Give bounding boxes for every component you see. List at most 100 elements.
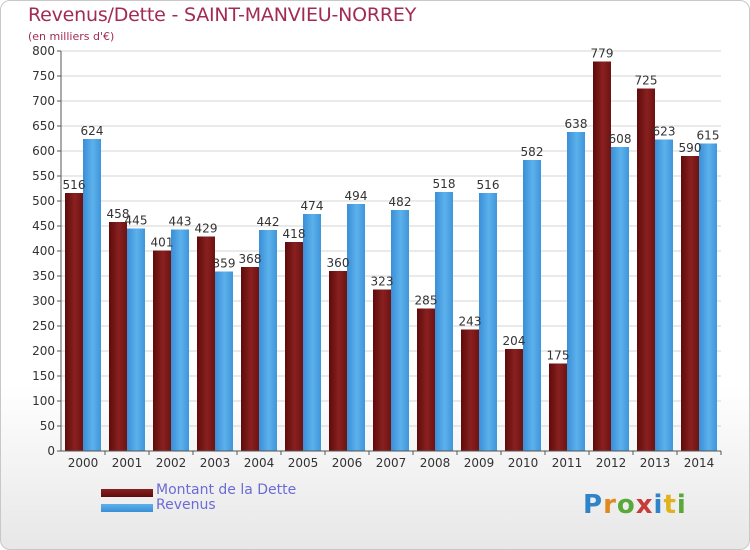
bar-revenus-2001 [127,228,145,451]
data-label-dette-2001: 458 [107,207,130,221]
bar-dette-2008 [417,308,435,451]
bars-layer [65,61,717,451]
data-label-dette-2003: 429 [195,222,218,236]
y-tick-label-700: 700 [32,94,55,108]
data-label-revenus-2001: 445 [125,214,148,228]
data-label-revenus-2000: 624 [81,124,104,138]
y-tick-label-800: 800 [32,44,55,58]
bar-dette-2013 [637,88,655,451]
x-tick-label-2007: 2007 [376,456,407,470]
bar-revenus-2010 [523,160,541,451]
bar-revenus-2004 [259,230,277,451]
data-label-dette-2008: 285 [415,294,438,308]
axis-layer [57,50,722,455]
data-label-revenus-2003: 359 [213,257,236,271]
logo-letter: t [663,490,677,520]
y-tick-label-0: 0 [47,444,55,458]
bar-dette-2000 [65,193,83,451]
bar-revenus-2005 [303,214,321,451]
bar-dette-2006 [329,271,347,451]
bar-dette-2004 [241,267,259,451]
data-label-revenus-2010: 582 [521,145,544,159]
x-tick-label-2011: 2011 [552,456,583,470]
bar-dette-2012 [593,61,611,451]
logo-letter: i [653,490,664,520]
y-tick-label-500: 500 [32,194,55,208]
y-tick-label-600: 600 [32,144,55,158]
x-tick-label-2014: 2014 [684,456,715,470]
data-label-revenus-2014: 615 [697,129,720,143]
bar-revenus-2006 [347,204,365,451]
legend-swatch-dette [101,489,153,497]
data-label-dette-2014: 590 [679,141,702,155]
x-tick-label-2002: 2002 [156,456,187,470]
y-tick-label-300: 300 [32,294,55,308]
data-label-dette-2004: 368 [239,252,262,266]
bar-revenus-2003 [215,271,233,451]
x-tick-label-2006: 2006 [332,456,363,470]
bar-revenus-2012 [611,147,629,451]
data-label-revenus-2013: 623 [653,125,676,139]
bar-revenus-2007 [391,210,409,451]
x-tick-label-2004: 2004 [244,456,275,470]
legend-label-dette: Montant de la Dette [156,482,297,498]
bar-dette-2002 [153,250,171,451]
data-label-revenus-2004: 442 [257,215,280,229]
data-label-revenus-2006: 494 [345,189,368,203]
bar-dette-2005 [285,242,303,451]
y-tick-label-450: 450 [32,219,55,233]
logo-letter: o [616,490,636,520]
bar-dette-2003 [197,236,215,451]
x-tick-label-2000: 2000 [68,456,99,470]
bar-dette-2010 [505,349,523,451]
y-tick-label-650: 650 [32,119,55,133]
data-label-revenus-2011: 638 [565,117,588,131]
x-tick-label-2010: 2010 [508,456,539,470]
bar-dette-2001 [109,222,127,451]
legend-label-revenus: Revenus [156,497,216,513]
y-tick-label-350: 350 [32,269,55,283]
data-label-revenus-2002: 443 [169,215,192,229]
data-label-dette-2012: 779 [591,47,614,61]
bar-revenus-2000 [83,139,101,451]
x-tick-label-2009: 2009 [464,456,495,470]
bar-revenus-2008 [435,192,453,451]
x-tick-label-2012: 2012 [596,456,627,470]
y-tick-label-100: 100 [32,394,55,408]
y-tick-label-750: 750 [32,69,55,83]
chart-subtitle: (en milliers d'€) [28,30,115,43]
labels-layer: 0 50 100 150 200 250 300 350 400 450 500 550 600 650 7… [32,44,719,470]
data-label-revenus-2007: 482 [389,195,412,209]
data-label-dette-2011: 175 [547,349,570,363]
y-tick-label-250: 250 [32,319,55,333]
data-label-revenus-2009: 516 [477,178,500,192]
data-label-dette-2013: 725 [635,74,658,88]
bar-revenus-2013 [655,139,673,451]
bar-dette-2009 [461,329,479,451]
bar-dette-2014 [681,156,699,451]
y-tick-label-400: 400 [32,244,55,258]
chart-title: Revenus/Dette - SAINT-MANVIEU-NORREY [28,4,417,26]
logo-letter: i [676,490,687,520]
proxiti-logo: Proxiti [583,490,687,520]
x-tick-label-2005: 2005 [288,456,319,470]
data-label-dette-2010: 204 [503,334,526,348]
logo-letter: r [603,490,617,520]
y-tick-label-150: 150 [32,369,55,383]
logo-letter: P [583,490,604,520]
data-label-dette-2005: 418 [283,227,306,241]
data-label-revenus-2008: 518 [433,177,456,191]
x-tick-label-2001: 2001 [112,456,143,470]
y-tick-label-550: 550 [32,169,55,183]
x-tick-label-2013: 2013 [640,456,671,470]
bar-revenus-2011 [567,132,585,451]
data-label-dette-2002: 401 [151,236,174,250]
data-label-dette-2006: 360 [327,256,350,270]
logo-letter: x [635,490,654,520]
data-label-dette-2009: 243 [459,315,482,329]
data-label-dette-2007: 323 [371,275,394,289]
y-tick-label-200: 200 [32,344,55,358]
bar-revenus-2009 [479,193,497,451]
